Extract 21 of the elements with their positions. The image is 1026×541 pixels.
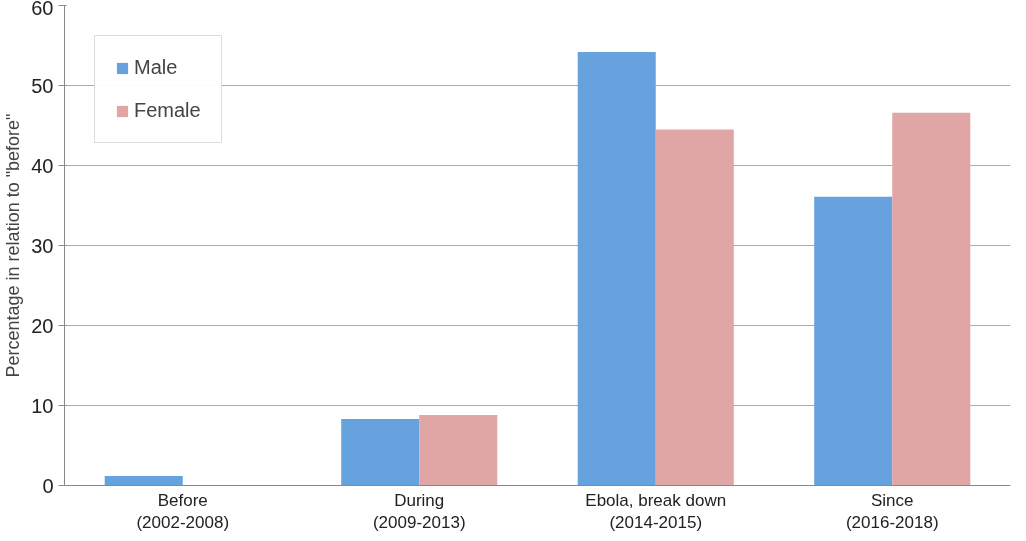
y-tick-label: 50 bbox=[31, 74, 54, 97]
y-tick-label: 30 bbox=[31, 234, 54, 257]
bar bbox=[892, 112, 971, 486]
bar bbox=[104, 475, 183, 486]
bar bbox=[341, 419, 420, 486]
y-axis-title: Percentage in relation to "before" bbox=[3, 113, 24, 378]
y-tick-label: 60 bbox=[31, 0, 54, 19]
y-tick-label: 0 bbox=[42, 474, 54, 497]
bar bbox=[655, 129, 734, 486]
x-tick-label: Ebola, break down (2014-2015) bbox=[585, 490, 727, 533]
y-tick-label: 10 bbox=[31, 394, 54, 417]
y-tick-label: 40 bbox=[31, 154, 54, 177]
x-tick-label: Since (2016-2018) bbox=[845, 490, 939, 533]
y-tick-label: 20 bbox=[31, 314, 54, 337]
x-tick-label: During (2009-2013) bbox=[372, 490, 466, 533]
legend-label: Female bbox=[134, 99, 201, 122]
bar bbox=[577, 51, 656, 486]
bar bbox=[419, 415, 498, 486]
x-tick-label: Before (2002-2008) bbox=[136, 490, 230, 533]
legend-label: Male bbox=[134, 56, 178, 79]
bar bbox=[814, 196, 893, 486]
